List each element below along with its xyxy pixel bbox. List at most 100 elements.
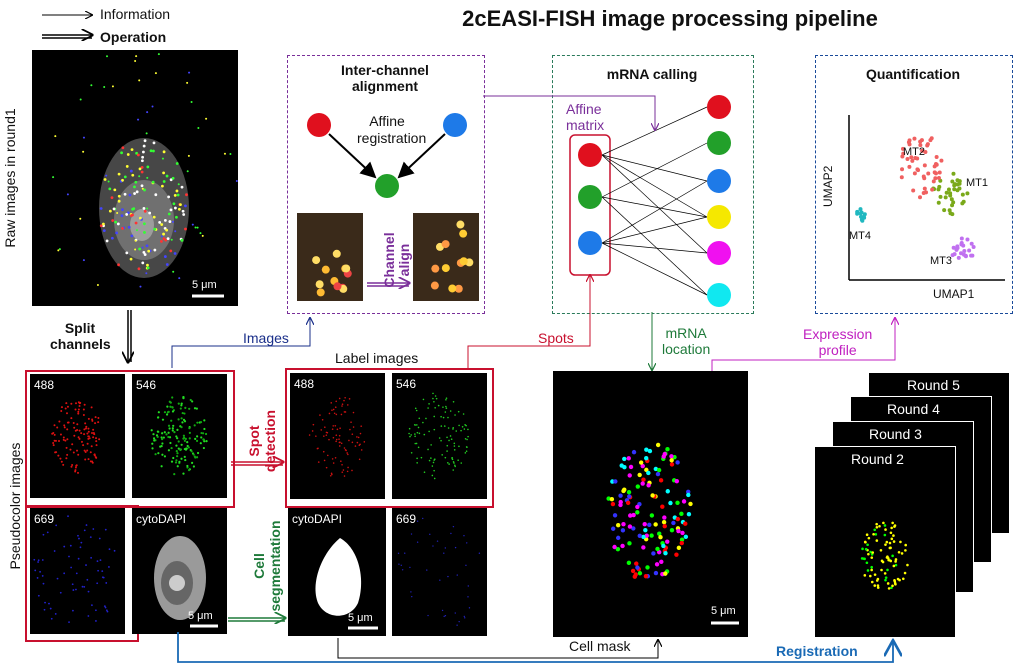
speckle [955, 246, 960, 251]
speckle [183, 447, 186, 451]
speckle [360, 449, 363, 451]
speckle [635, 565, 640, 570]
speckle [430, 444, 432, 446]
speckle [171, 406, 174, 409]
speckle [111, 85, 114, 88]
speckle [922, 176, 927, 181]
speckle [878, 524, 881, 528]
speckle [901, 151, 906, 156]
speckle [41, 575, 44, 577]
speckle [73, 426, 76, 429]
speckle [73, 434, 76, 437]
speckle [635, 484, 640, 489]
speckle [627, 524, 633, 529]
speckle [943, 195, 948, 200]
speckle [146, 165, 150, 169]
speckle [113, 188, 117, 192]
speckle [884, 576, 888, 579]
images-label: Images [243, 330, 289, 346]
speckle [621, 522, 626, 527]
speckle [114, 220, 117, 224]
speckle [644, 455, 649, 461]
speckle [196, 226, 199, 229]
speckle [656, 467, 662, 473]
speckle [195, 439, 199, 442]
speckle [83, 403, 86, 406]
speckle [180, 238, 184, 242]
speckle [414, 435, 416, 438]
speckle [153, 227, 157, 231]
speckle [162, 171, 166, 175]
speckle [37, 559, 40, 562]
speckle [858, 211, 863, 216]
speckle [44, 601, 46, 604]
speckle [174, 206, 177, 210]
speckle [338, 397, 341, 400]
speckle [894, 558, 898, 561]
speckle [867, 552, 870, 556]
speckle [949, 197, 954, 202]
speckle [643, 527, 648, 533]
speckle [410, 591, 412, 593]
speckle [78, 537, 80, 540]
speckle [75, 588, 77, 591]
speckle [443, 552, 445, 554]
speckle [478, 552, 481, 554]
speckle [653, 522, 658, 527]
speckle [78, 404, 81, 407]
speckle [651, 551, 656, 556]
speckle [456, 624, 458, 626]
speckle [883, 572, 887, 575]
speckle [342, 469, 345, 471]
speckle [319, 414, 321, 416]
label-669: 669 [392, 508, 487, 636]
speckle [86, 449, 89, 452]
speckle [933, 171, 938, 176]
speckle [167, 195, 171, 199]
speckle [883, 533, 887, 537]
speckle [191, 223, 194, 226]
speckle [466, 542, 468, 544]
speckle [464, 617, 466, 619]
speckle [654, 562, 660, 567]
speckle [121, 208, 124, 212]
speckle [669, 454, 674, 459]
speckle [441, 454, 443, 456]
speckle [351, 469, 353, 472]
speckle [67, 515, 69, 518]
speckle [893, 580, 897, 583]
speckle [188, 71, 191, 74]
speckle [96, 560, 99, 563]
speckle [64, 439, 67, 442]
speckle [674, 552, 679, 557]
speckle [90, 84, 93, 87]
speckle [957, 181, 962, 186]
speckle [930, 187, 935, 192]
speckle [401, 569, 404, 571]
speckle [169, 441, 172, 445]
speckle [186, 81, 189, 84]
speckle [95, 620, 97, 622]
speckle [68, 555, 70, 558]
speckle [647, 522, 652, 528]
speckle [181, 209, 185, 213]
speckle [942, 208, 947, 213]
speckle [104, 606, 107, 609]
speckle [939, 158, 944, 163]
speckle [448, 463, 450, 465]
speckle [884, 543, 887, 546]
speckle [631, 526, 636, 531]
speckle [59, 457, 62, 460]
speckle [82, 413, 85, 416]
speckle [103, 85, 106, 88]
speckle [129, 169, 133, 173]
speckle [72, 451, 75, 454]
speckle [883, 524, 887, 527]
speckle [79, 401, 82, 404]
speckle [918, 143, 923, 148]
speckle [65, 457, 68, 460]
speckle [89, 536, 92, 538]
speckle [83, 433, 86, 436]
speckle [70, 465, 73, 468]
speckle [115, 231, 119, 235]
